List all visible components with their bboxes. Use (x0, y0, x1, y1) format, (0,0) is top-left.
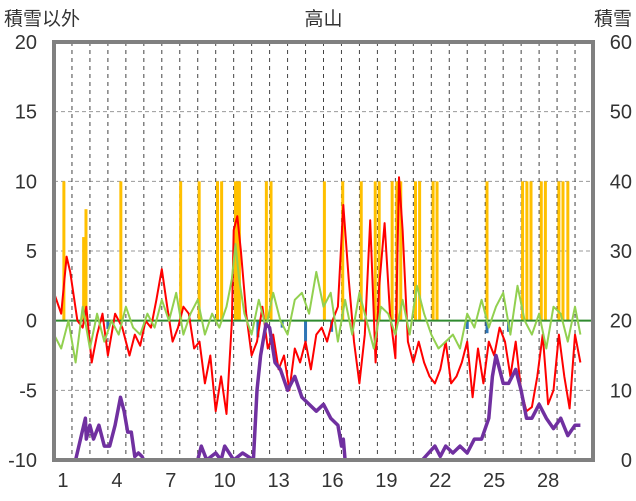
right-tick-label: 40 (610, 171, 632, 193)
precip-bar (220, 181, 224, 321)
x-tick-label: 1 (57, 470, 68, 492)
right-tick-labels: 0 10 20 30 40 50 60 (610, 32, 632, 472)
precip-bar (418, 181, 422, 321)
precip-bar (431, 181, 435, 321)
right-tick-label: 10 (610, 380, 632, 402)
precip-bar (413, 181, 417, 321)
plot-frame (52, 40, 595, 462)
chart-title: 高山 (304, 8, 342, 30)
x-tick-label: 13 (267, 470, 289, 492)
precip-bar (269, 181, 273, 321)
precip-bar (235, 181, 239, 321)
precip-bar (62, 181, 66, 321)
precip-bar (539, 181, 543, 321)
precip-bar (521, 181, 525, 321)
precip-bar (377, 181, 381, 321)
right-tick-label: 30 (610, 241, 632, 263)
precip-bar (179, 181, 183, 321)
x-tick-label: 25 (483, 470, 505, 492)
wind-line (53, 243, 582, 364)
precip-bar (485, 181, 489, 321)
precip-bar (264, 181, 268, 321)
left-tick-label: 10 (15, 171, 37, 193)
precip-bar (197, 181, 201, 321)
precip-bars (62, 181, 570, 321)
precip-bar (373, 181, 377, 321)
precip-bar (390, 181, 394, 321)
x-tick-label: 19 (375, 470, 397, 492)
precip-bar (341, 181, 345, 321)
precip-bar (435, 181, 439, 321)
negative-bar (465, 320, 469, 330)
right-tick-label: 0 (621, 450, 632, 472)
x-tick-label: 7 (165, 470, 176, 492)
precip-bar (84, 209, 88, 321)
precip-bar (359, 181, 363, 321)
x-tick-label: 28 (537, 470, 559, 492)
series-lines (53, 176, 593, 462)
precip-bar (525, 181, 529, 321)
chart-titles: 高山 積雪以外 積雪 (4, 8, 632, 30)
left-tick-label: -10 (8, 450, 37, 472)
right-tick-label: 60 (610, 32, 632, 54)
right-tick-label: 50 (610, 102, 632, 124)
x-tick-label: 16 (321, 470, 343, 492)
left-tick-label: 0 (26, 311, 37, 333)
precip-bar (566, 181, 570, 321)
negative-bar (106, 320, 110, 330)
negative-bar (256, 320, 260, 338)
precip-bar (561, 181, 565, 321)
x-tick-label: 10 (214, 470, 236, 492)
precip-bar (119, 181, 123, 321)
precip-bar (82, 237, 86, 321)
x-tick-label: 22 (429, 470, 451, 492)
left-tick-labels: -10 -5 0 5 10 15 20 (8, 32, 37, 472)
temperature-line (53, 176, 582, 415)
right-tick-label: 20 (610, 311, 632, 333)
left-tick-label: -5 (19, 380, 37, 402)
precip-bar (322, 181, 326, 321)
left-tick-label: 5 (26, 241, 37, 263)
precip-bar (529, 181, 533, 321)
right-axis-title: 積雪 (594, 8, 632, 30)
precip-bar (543, 181, 547, 321)
precip-bar (399, 181, 403, 321)
precip-bar (557, 181, 561, 321)
precip-bar (237, 181, 241, 321)
x-tick-labels: 1 4 7 10 13 16 19 22 25 28 (57, 470, 559, 492)
precip-bar (215, 181, 219, 321)
snow-depth-line (54, 322, 581, 462)
left-tick-label: 15 (15, 102, 37, 124)
x-tick-label: 4 (111, 470, 122, 492)
left-axis-title: 積雪以外 (4, 8, 80, 30)
left-tick-label: 20 (15, 32, 37, 54)
negative-bar (485, 320, 489, 334)
negative-bar (304, 320, 308, 342)
